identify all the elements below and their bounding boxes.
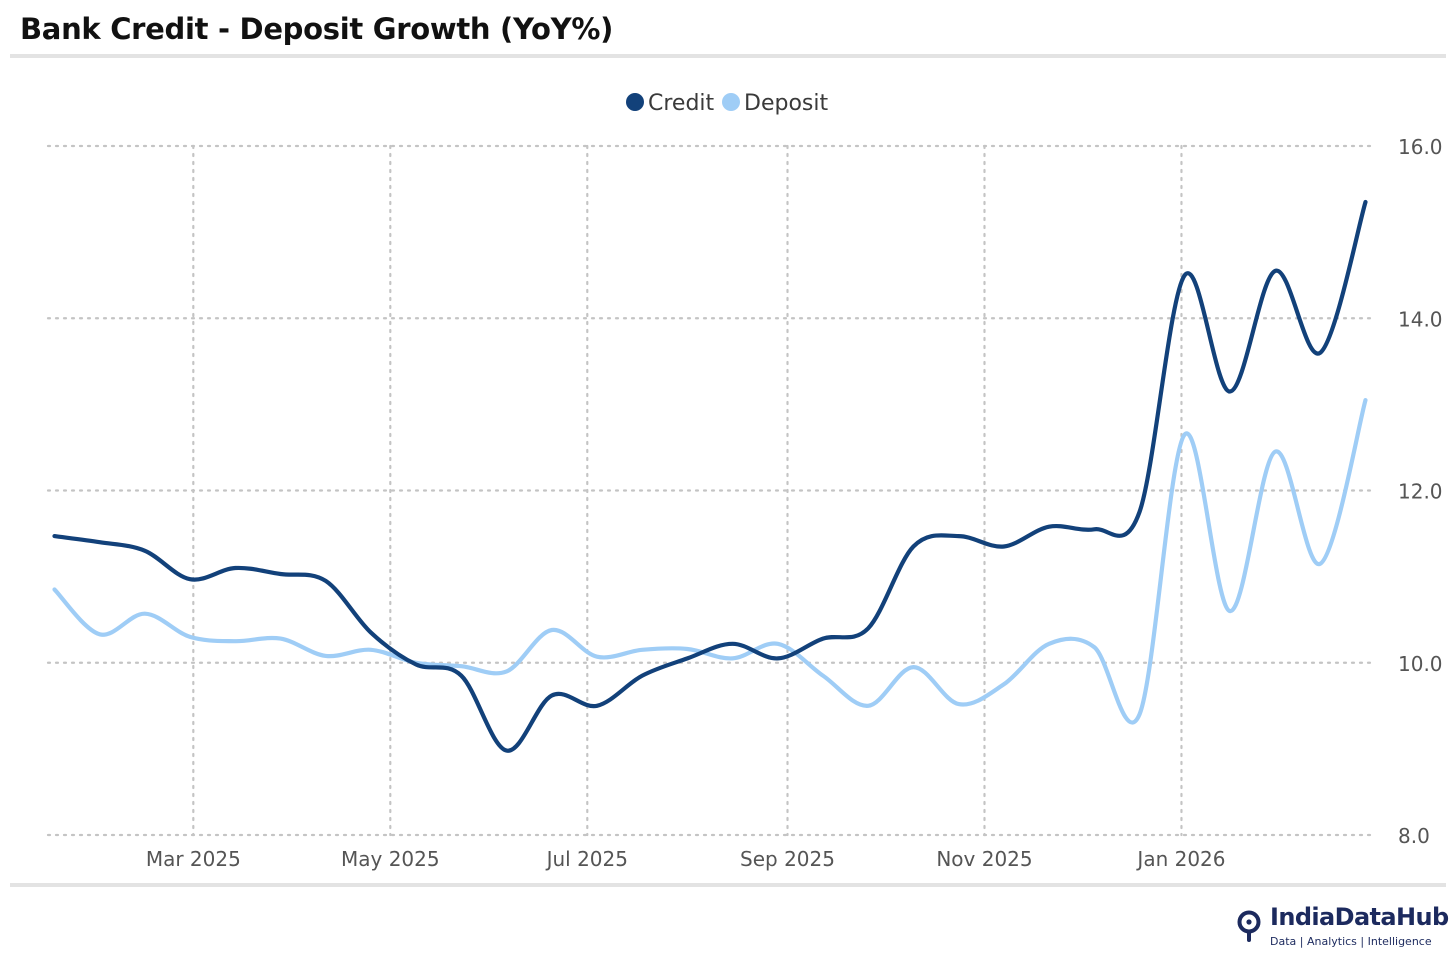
brand-tagline: Data | Analytics | Intelligence <box>1270 935 1432 948</box>
series-line-credit[interactable] <box>52 199 1368 753</box>
y-axis-ticks: 8.0 10.0 12.0 14.0 16.0 <box>1398 135 1443 848</box>
footer-divider <box>10 883 1446 887</box>
y-tick-label: 16.0 <box>1398 135 1443 159</box>
legend-credit-label[interactable]: Credit <box>648 91 715 116</box>
chart-title: Bank Credit - Deposit Growth (YoY%) <box>20 12 614 46</box>
legend-deposit-label[interactable]: Deposit <box>744 91 828 116</box>
series-lines <box>52 199 1368 753</box>
x-axis-ticks: Mar 2025 May 2025 Jul 2025 Sep 2025 Nov 2025… <box>146 847 1226 871</box>
x-tick-label: Nov 2025 <box>936 847 1032 871</box>
x-tick-label: May 2025 <box>341 847 440 871</box>
y-tick-label: 14.0 <box>1398 307 1443 331</box>
y-tick-label: 8.0 <box>1398 824 1430 848</box>
legend-credit-marker <box>626 93 644 111</box>
x-tick-label: Mar 2025 <box>146 847 241 871</box>
x-tick-label: Jul 2025 <box>545 847 628 871</box>
legend: Credit Deposit <box>626 91 828 116</box>
brand-name: IndiaDataHub <box>1270 903 1449 931</box>
series-line-deposit[interactable] <box>52 398 1368 725</box>
x-tick-label: Sep 2025 <box>740 847 835 871</box>
brand-logo: IndiaDataHub Data | Analytics | Intellig… <box>1236 902 1449 954</box>
legend-deposit-marker <box>722 93 740 111</box>
y-tick-label: 10.0 <box>1398 652 1443 676</box>
vertical-gridlines <box>192 144 1183 837</box>
y-tick-label: 12.0 <box>1398 480 1443 504</box>
brand-icon <box>1237 910 1261 942</box>
x-tick-label: Jan 2026 <box>1135 847 1225 871</box>
header-divider <box>10 54 1446 58</box>
